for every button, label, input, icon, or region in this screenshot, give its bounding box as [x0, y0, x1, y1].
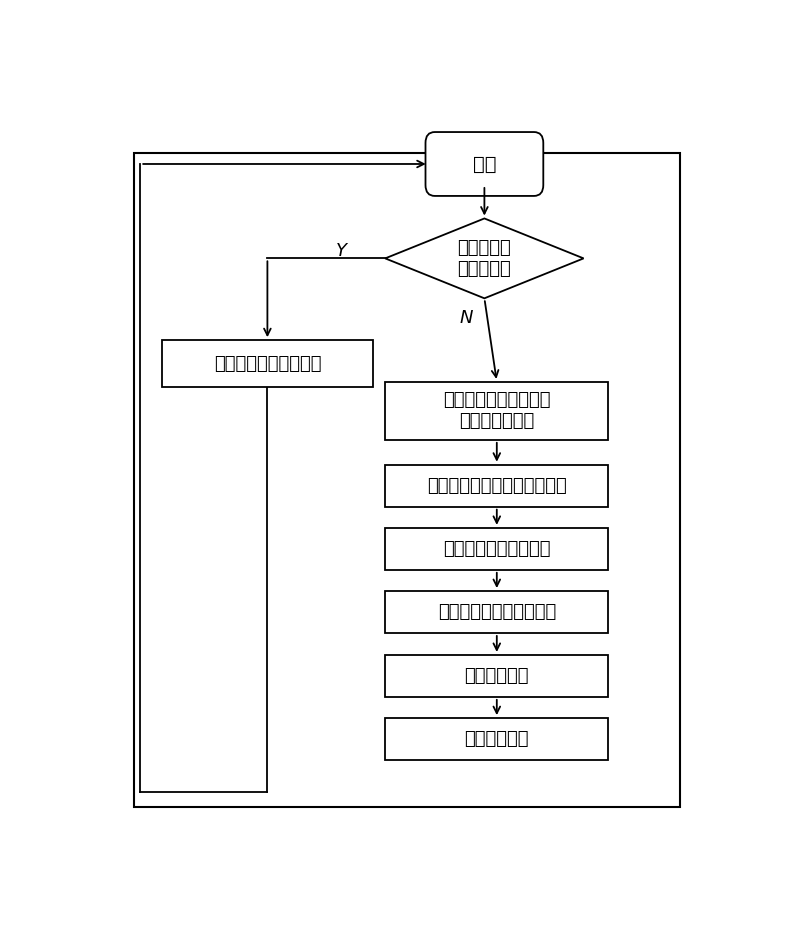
Text: 喷口数据存盘: 喷口数据存盘: [465, 667, 529, 685]
Text: 调用工程值运算子程序: 调用工程值运算子程序: [443, 539, 550, 558]
Text: 调用测量信号误差修正子程序: 调用测量信号误差修正子程序: [427, 476, 566, 495]
Text: 显示喷口直径: 显示喷口直径: [465, 730, 529, 748]
Text: N: N: [459, 309, 473, 327]
Text: 调用电源误差修正子程序: 调用电源误差修正子程序: [438, 603, 556, 621]
FancyBboxPatch shape: [426, 132, 543, 196]
Bar: [386, 382, 608, 439]
Bar: [134, 153, 680, 806]
Text: 进行尾喷口直径测量，
获得信号测量值: 进行尾喷口直径测量， 获得信号测量值: [443, 391, 550, 430]
Text: Y: Y: [336, 242, 347, 260]
Bar: [386, 654, 608, 697]
Text: 调用尾喷口标定子程序: 调用尾喷口标定子程序: [214, 355, 321, 372]
Bar: [386, 718, 608, 760]
Text: 开始: 开始: [473, 155, 496, 174]
Bar: [386, 591, 608, 633]
Text: 是否进行尾
喷口标定？: 是否进行尾 喷口标定？: [458, 239, 511, 278]
Bar: [386, 465, 608, 506]
Bar: [162, 340, 373, 388]
Bar: [386, 528, 608, 570]
